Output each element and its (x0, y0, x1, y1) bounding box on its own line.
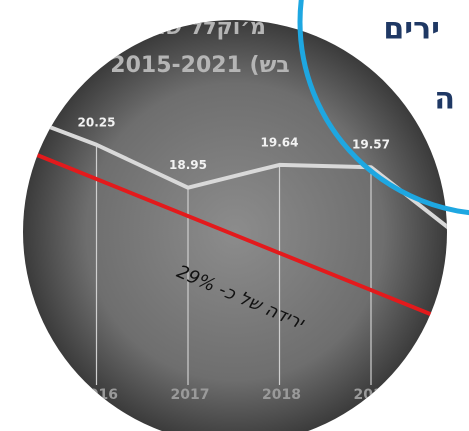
side-text: ה (434, 82, 455, 117)
chart-subtitle: 2015-2021 (בש (110, 53, 289, 78)
data-line (23, 108, 447, 241)
data-label: 19.64 (261, 135, 299, 149)
data-label: 18.95 (169, 158, 207, 172)
x-tick-label: 2017 (171, 387, 210, 403)
x-tick-label: 2020 (445, 387, 469, 403)
data-label: 20.25 (78, 115, 116, 129)
x-tick-label: 2018 (262, 387, 301, 403)
data-label: 19.57 (352, 138, 390, 152)
trend-line (23, 138, 446, 322)
side-text: ירים (383, 12, 440, 47)
magnifier-lens (23, 20, 447, 431)
x-tick-label: 2019 (354, 387, 393, 403)
lens-ring (297, 0, 469, 216)
x-tick-label: 2016 (79, 387, 118, 403)
chart-title: מ׳וקלל שנתי (134, 15, 266, 40)
x-tick-label: 2015 (0, 387, 26, 403)
